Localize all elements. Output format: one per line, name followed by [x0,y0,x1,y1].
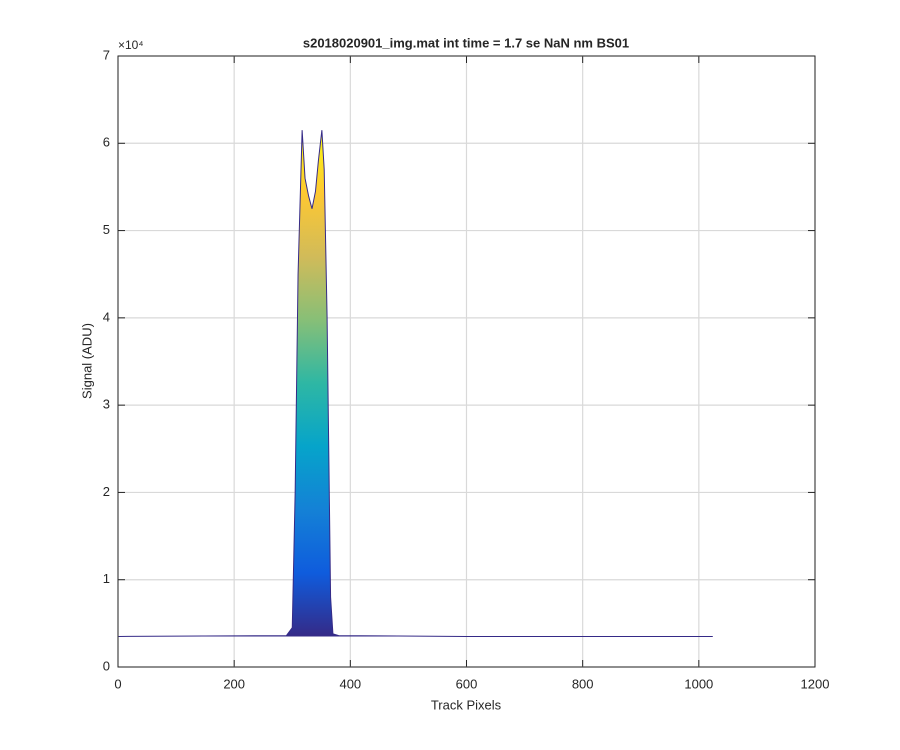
signal-line [118,130,713,637]
y-tick-label: 7 [103,47,110,62]
x-tick-label: 0 [114,676,121,691]
x-tick-label: 1200 [801,676,830,691]
y-tick-label: 0 [103,658,110,673]
y-multiplier: ×10⁴ [118,38,144,52]
x-tick-label: 1000 [684,676,713,691]
y-tick-label: 1 [103,571,110,586]
chart-title: s2018020901_img.mat int time = 1.7 se Na… [303,35,629,50]
y-tick-label: 5 [103,222,110,237]
x-tick-label: 400 [339,676,361,691]
x-axis-label: Track Pixels [431,697,502,712]
y-tick-label: 6 [103,135,110,150]
y-axis-label: Signal (ADU) [79,323,94,399]
y-tick-label: 4 [103,309,110,324]
x-tick-label: 800 [572,676,594,691]
y-tick-label: 2 [103,484,110,499]
signal-area [118,130,713,637]
y-tick-label: 3 [103,397,110,412]
x-tick-label: 200 [223,676,245,691]
axes-box [117,55,816,668]
x-tick-label: 600 [456,676,478,691]
